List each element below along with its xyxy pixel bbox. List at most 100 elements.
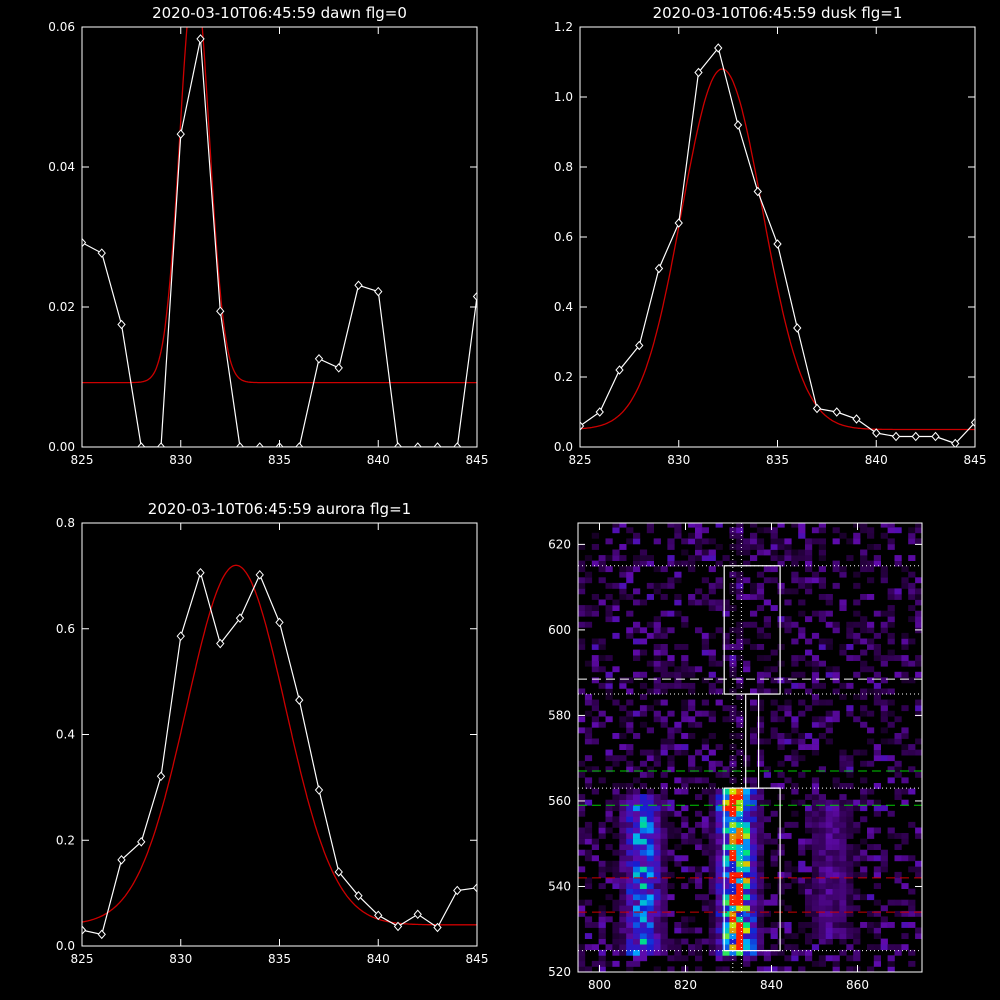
heatmap-cell: [646, 816, 654, 823]
heatmap-cell: [639, 805, 648, 812]
heatmap-cell: [750, 944, 758, 951]
heatmap-cell: [832, 582, 840, 589]
heatmap-cell: [633, 788, 641, 795]
heatmap-cell: [825, 599, 833, 606]
heatmap-cell: [626, 571, 634, 578]
heatmap-cell: [839, 760, 847, 767]
heatmap-cell: [619, 894, 627, 901]
heatmap-cell: [578, 771, 586, 778]
heatmap-cell: [674, 744, 682, 750]
data-point-diamond: [235, 613, 245, 623]
heatmap-cell: [708, 827, 716, 834]
heatmap-cell: [639, 705, 648, 712]
heatmap-cell: [894, 671, 902, 678]
heatmap-cell: [901, 833, 909, 839]
heatmap-cell: [867, 927, 875, 934]
heatmap-cell: [784, 616, 792, 623]
heatmap-cell: [688, 949, 696, 956]
heatmap-cell: [667, 849, 675, 856]
heatmap-cell: [805, 805, 813, 812]
heatmap-cell: [743, 933, 751, 939]
heatmap-cell: [818, 960, 826, 967]
heatmap-cell: [674, 860, 682, 867]
heatmap-cell: [818, 910, 826, 917]
heatmap-cell: [873, 899, 881, 906]
heatmap-cell: [619, 855, 627, 862]
heatmap-cell: [715, 627, 723, 634]
chart-2: 825 830 835 840 8450.00.20.40.60.81.01.22020…: [554, 4, 987, 467]
data-point-diamond: [334, 363, 343, 373]
heatmap-cell: [639, 871, 648, 878]
heatmap-cell: [750, 905, 758, 912]
heatmap-cell: [860, 710, 868, 717]
heatmap-cell: [591, 560, 599, 567]
heatmap-cell: [811, 827, 820, 834]
heatmap-cell: [619, 783, 627, 789]
heatmap-cell: [873, 855, 881, 862]
heatmap-cell: [612, 582, 620, 589]
heatmap-cell: [894, 788, 902, 795]
heatmap-cell: [598, 827, 606, 834]
heatmap-cell: [887, 527, 895, 534]
heatmap-cell: [660, 916, 668, 923]
heatmap-cell: [860, 805, 868, 812]
heatmap-cell: [708, 855, 716, 862]
heatmap-cell: [791, 638, 799, 645]
heatmap-cell: [756, 644, 765, 650]
heatmap-cell: [825, 916, 833, 923]
heatmap-cell: [626, 821, 634, 828]
heatmap-cell: [626, 716, 634, 723]
heatmap-cell: [715, 866, 723, 873]
heatmap-cell: [674, 927, 682, 934]
heatmap-cell: [633, 916, 641, 923]
heatmap-cell: [591, 788, 599, 795]
heatmap-cell: [743, 799, 751, 806]
heatmap-cell: [715, 910, 723, 917]
heatmap-cell: [750, 794, 758, 800]
heatmap-cell: [805, 649, 813, 656]
heatmap-cell: [846, 710, 854, 717]
heatmap-cell: [681, 855, 689, 862]
heatmap-cell: [584, 738, 593, 745]
heatmap-cell: [674, 599, 682, 606]
heatmap-cell: [598, 910, 606, 917]
data-point-diamond: [235, 442, 245, 447]
heatmap-cell: [915, 705, 922, 712]
heatmap-cell: [701, 821, 709, 828]
heatmap-cell: [880, 755, 888, 762]
heatmap-cell: [674, 677, 682, 684]
heatmap-cell: [708, 844, 716, 850]
heatmap-cell: [818, 638, 826, 645]
heatmap-cell: [853, 532, 861, 539]
heatmap-cell: [750, 777, 758, 784]
heatmap-cell: [605, 682, 613, 689]
heatmap-cell: [798, 849, 806, 856]
data-point-diamond: [931, 431, 940, 442]
heatmap-cell: [880, 922, 888, 928]
heatmap-cell: [701, 638, 709, 645]
heatmap-cell: [708, 838, 716, 845]
heatmap-cell: [598, 666, 606, 673]
heatmap-cell: [605, 827, 613, 834]
heatmap-cell: [626, 805, 634, 812]
heatmap-cell: [591, 855, 599, 862]
y-tick-label: 1.2: [554, 20, 573, 34]
heatmap-cell: [591, 699, 599, 706]
heatmap-cell: [880, 727, 888, 734]
heatmap-cell: [770, 577, 778, 584]
heatmap-cell: [832, 916, 840, 923]
heatmap-cell: [681, 560, 689, 567]
gaussian-fit-line: [580, 68, 975, 431]
heatmap-cell: [715, 844, 723, 850]
heatmap-cell: [612, 599, 620, 606]
heatmap-cell: [619, 860, 627, 867]
heatmap-cell: [811, 821, 820, 828]
heatmap-cell: [660, 666, 668, 673]
heatmap-cell: [688, 560, 696, 567]
heatmap-cell: [646, 883, 654, 889]
heatmap-cell: [612, 944, 620, 951]
heatmap-cell: [770, 716, 778, 723]
heatmap-cell: [722, 816, 730, 823]
heatmap-cell: [708, 555, 716, 561]
heatmap-cell: [887, 755, 895, 762]
